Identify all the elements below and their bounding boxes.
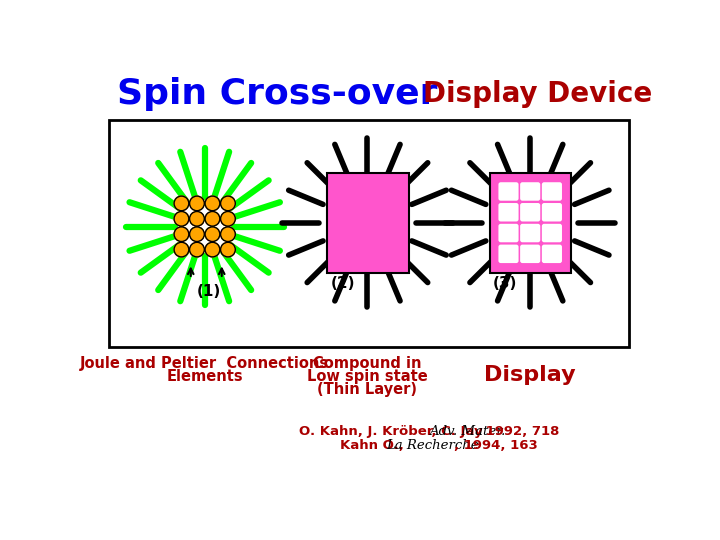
FancyBboxPatch shape (498, 182, 518, 201)
FancyBboxPatch shape (520, 182, 540, 201)
Text: La Recherche: La Recherche (386, 439, 479, 452)
Text: Low spin state: Low spin state (307, 369, 428, 384)
Circle shape (174, 227, 189, 241)
Circle shape (205, 227, 220, 241)
Bar (490, 173, 571, 273)
Text: Joule and Peltier  Connections: Joule and Peltier Connections (80, 356, 329, 371)
FancyBboxPatch shape (520, 245, 540, 263)
Text: , 1994, 163: , 1994, 163 (454, 439, 538, 452)
Circle shape (220, 196, 235, 211)
Circle shape (220, 212, 235, 226)
Circle shape (189, 227, 204, 241)
Circle shape (220, 242, 235, 257)
Text: Display Device: Display Device (423, 80, 652, 108)
FancyBboxPatch shape (520, 224, 540, 242)
FancyBboxPatch shape (520, 203, 540, 221)
Circle shape (205, 242, 220, 257)
Circle shape (220, 227, 235, 241)
Bar (109, 120, 629, 347)
FancyBboxPatch shape (542, 182, 562, 201)
Text: Display: Display (485, 365, 576, 385)
Text: (Thin Layer): (Thin Layer) (318, 382, 418, 397)
Circle shape (205, 212, 220, 226)
Bar (327, 173, 408, 273)
Text: Elements: Elements (166, 369, 243, 384)
Text: Compound in: Compound in (313, 356, 422, 371)
Text: Kahn O.,: Kahn O., (340, 439, 408, 452)
Text: Spin Cross-over: Spin Cross-over (117, 77, 438, 111)
Text: (2): (2) (330, 276, 355, 291)
Circle shape (174, 212, 189, 226)
Text: 1992, 718: 1992, 718 (482, 425, 559, 438)
FancyBboxPatch shape (498, 203, 518, 221)
Circle shape (189, 196, 204, 211)
FancyBboxPatch shape (542, 203, 562, 221)
Circle shape (174, 242, 189, 257)
FancyBboxPatch shape (542, 245, 562, 263)
FancyBboxPatch shape (498, 245, 518, 263)
Circle shape (189, 242, 204, 257)
Text: (1): (1) (197, 284, 221, 299)
Circle shape (189, 212, 204, 226)
Text: O. Kahn, J. Kröber, C. Jay: O. Kahn, J. Kröber, C. Jay (300, 425, 487, 438)
Circle shape (174, 196, 189, 211)
Text: (3): (3) (493, 276, 518, 291)
Circle shape (205, 196, 220, 211)
FancyBboxPatch shape (542, 224, 562, 242)
Text: Adv. Mater.: Adv. Mater. (429, 425, 506, 438)
FancyBboxPatch shape (498, 224, 518, 242)
